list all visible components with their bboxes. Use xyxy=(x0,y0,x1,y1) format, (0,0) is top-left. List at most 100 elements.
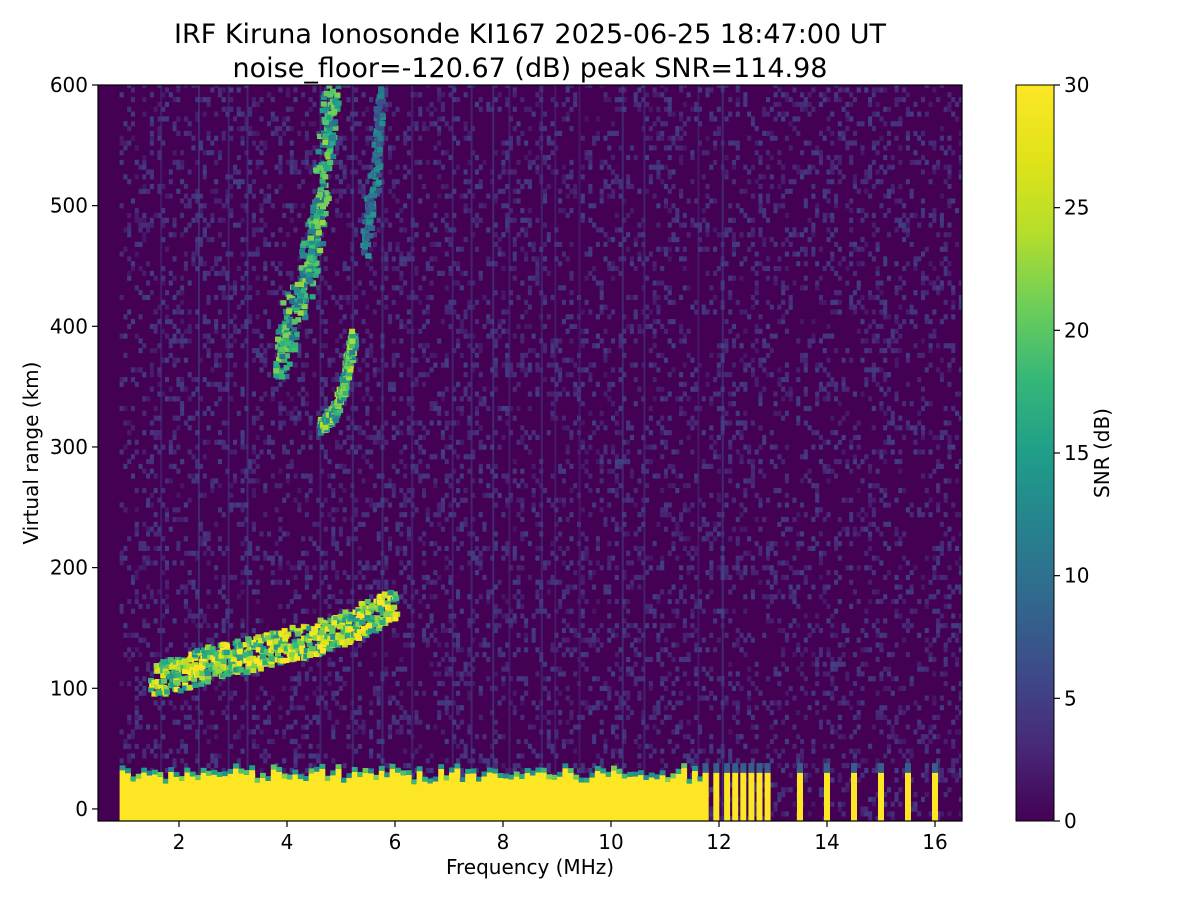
noise-bin xyxy=(331,541,336,547)
noise-bin xyxy=(554,647,559,653)
noise-bin xyxy=(142,154,147,161)
noise-bin xyxy=(542,299,548,305)
noise-bin xyxy=(603,748,608,754)
noise-bin xyxy=(686,570,691,576)
noise-bin xyxy=(406,603,411,609)
noise-bin xyxy=(456,724,461,730)
noise-bin xyxy=(535,352,540,358)
noise-bin xyxy=(233,478,238,484)
noise-bin xyxy=(452,623,457,629)
noise-bin xyxy=(645,323,650,330)
noise-bin xyxy=(357,425,362,431)
noise-bin xyxy=(478,468,483,474)
noise-bin xyxy=(478,203,483,209)
noise-bin xyxy=(195,85,200,88)
noise-bin xyxy=(478,463,483,469)
noise-bin xyxy=(221,265,226,272)
noise-bin xyxy=(406,632,411,638)
noise-bin xyxy=(384,652,389,658)
noise-bin xyxy=(667,502,672,508)
noise-bin xyxy=(520,434,525,441)
noise-bin xyxy=(342,343,347,349)
noise-bin xyxy=(308,753,313,759)
noise-bin xyxy=(387,314,393,320)
noise-bin xyxy=(588,685,593,691)
noise-bin xyxy=(168,386,173,392)
noise-bin xyxy=(508,492,514,498)
noise-bin xyxy=(278,560,283,566)
noise-bin xyxy=(697,227,703,233)
noise-bin xyxy=(168,449,173,455)
noise-bin xyxy=(270,570,275,576)
noise-bin xyxy=(418,449,423,455)
noise-bin xyxy=(660,681,665,687)
noise-bin xyxy=(716,637,721,643)
noise-bin xyxy=(682,656,687,663)
noise-bin xyxy=(127,222,132,228)
noise-bin xyxy=(580,637,585,643)
noise-bin xyxy=(157,531,162,537)
noise-bin xyxy=(444,425,449,431)
noise-bin xyxy=(206,589,211,595)
noise-bin xyxy=(656,280,661,286)
noise-bin xyxy=(467,729,472,735)
noise-bin xyxy=(198,709,204,716)
noise-bin xyxy=(452,348,457,354)
noise-bin xyxy=(660,512,665,518)
noise-bin xyxy=(422,126,427,132)
noise-bin xyxy=(263,357,268,363)
noise-bin xyxy=(456,338,461,344)
noise-bin xyxy=(584,150,589,156)
noise-bin xyxy=(191,719,196,725)
noise-bin xyxy=(512,594,517,600)
noise-bin xyxy=(127,420,132,426)
noise-bin xyxy=(444,758,449,764)
noise-bin xyxy=(384,579,389,585)
noise-bin xyxy=(391,719,396,725)
noise-bin xyxy=(263,352,268,358)
noise-bin xyxy=(716,676,721,682)
noise-bin xyxy=(312,372,317,378)
noise-bin xyxy=(614,661,619,667)
noise-bin xyxy=(206,738,211,745)
noise-bin xyxy=(240,135,245,141)
noise-bin xyxy=(422,348,427,354)
noise-bin xyxy=(546,183,551,190)
noise-bin xyxy=(614,265,619,272)
noise-bin xyxy=(675,700,680,706)
noise-bin xyxy=(297,565,302,571)
noise-bin xyxy=(293,753,298,759)
noise-bin xyxy=(660,748,665,754)
noise-bin xyxy=(259,396,264,402)
noise-bin xyxy=(251,671,256,677)
noise-bin xyxy=(679,85,684,88)
noise-bin xyxy=(176,492,181,498)
noise-bin xyxy=(493,627,498,634)
noise-bin xyxy=(580,594,585,600)
noise-bin xyxy=(675,608,680,614)
noise-bin xyxy=(372,425,377,431)
noise-bin xyxy=(195,753,200,759)
noise-bin xyxy=(679,473,684,479)
noise-bin xyxy=(497,106,502,112)
noise-bin xyxy=(493,763,498,769)
noise-bin xyxy=(304,767,309,774)
noise-bin xyxy=(595,560,600,566)
noise-bin xyxy=(656,705,661,711)
noise-bin xyxy=(168,396,173,402)
noise-bin xyxy=(338,497,343,503)
noise-bin xyxy=(308,444,313,450)
noise-bin xyxy=(285,463,290,469)
noise-bin xyxy=(686,695,691,701)
noise-bin xyxy=(697,526,703,532)
noise-bin xyxy=(183,550,188,556)
noise-bin xyxy=(357,179,362,185)
noise-bin xyxy=(520,753,525,759)
noise-bin xyxy=(603,232,608,238)
noise-bin xyxy=(274,130,279,136)
noise-bin xyxy=(149,372,154,378)
noise-bin xyxy=(146,623,151,629)
noise-bin xyxy=(448,444,453,450)
noise-bin xyxy=(592,608,597,614)
noise-bin xyxy=(316,589,321,595)
